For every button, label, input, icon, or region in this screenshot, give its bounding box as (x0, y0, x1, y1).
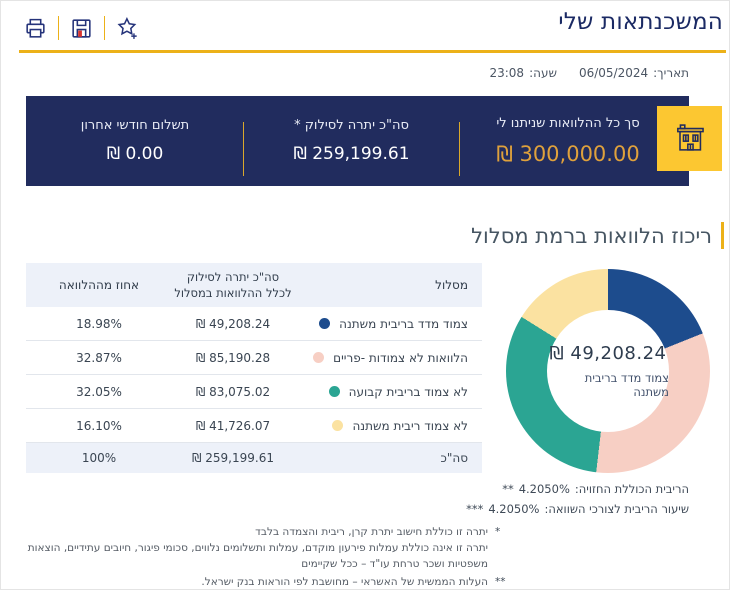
time-label: שעה: (529, 66, 557, 80)
track-label: צמוד מדד בריבית משתנה (339, 316, 468, 331)
rate-marker: *** (466, 502, 484, 517)
date-row: תאריך: 06/05/2024 שעה: 23:08 (1, 53, 729, 80)
chart-column: ₪ 49,208.24 צמוד מדד בריבית משתנה (492, 263, 724, 473)
section-title-row: ריכוז הלוואות ברמת מסלול (1, 222, 724, 249)
rate-value: 4.2050% (488, 502, 540, 517)
track-dot (313, 352, 325, 364)
summary-item-label: סך כל ההלוואות שניתנו לי (496, 116, 640, 131)
printer-icon (23, 16, 48, 41)
summary-item-value: ₪ 259,199.61 (293, 144, 410, 164)
total-row: סה"כ ₪ 259,199.61 100% (26, 443, 482, 474)
date-field: תאריך: 06/05/2024 (579, 66, 689, 80)
track-cell: לא צמוד בריבית קבועה (308, 385, 468, 399)
table-row: צמוד מדד בריבית משתנה ₪ 49,208.24 18.98% (26, 307, 482, 342)
track-label: לא צמוד ריבית משתנה (352, 418, 468, 433)
track-dot (319, 318, 331, 330)
percent-value: 32.05% (76, 384, 122, 399)
total-amount: ₪ 259,199.61 (192, 451, 274, 466)
toolbar-separator (58, 16, 59, 40)
header-percent: אחוז מההלוואה (58, 278, 140, 293)
percent-value: 18.98% (76, 316, 122, 331)
summary-item-label: סה"כ יתרה לסילוק * (294, 118, 409, 133)
section-accent-bar (721, 222, 724, 249)
time-value: 23:08 (489, 66, 525, 80)
amount-value: ₪ 41,726.07 (195, 418, 271, 433)
summary-columns: סך כל ההלוואות שניתנו לי ₪ 300,000.00 סה… (26, 106, 689, 176)
header-balance: סה"כ יתרה לסילוק לכלל ההלוואות במסלול (158, 269, 308, 301)
footnote-text: העלות הממשית של האשראי – מחושבת לפי הורא… (201, 576, 488, 589)
footnote-marker: * (495, 526, 501, 539)
summary-item-balance: סה"כ יתרה לסילוק * ₪ 259,199.61 (277, 118, 427, 164)
summary-item-label: תשלום חודשי אחרון (80, 118, 190, 133)
star-plus-icon (115, 15, 141, 41)
donut-chart[interactable]: ₪ 49,208.24 צמוד מדד בריבית משתנה (506, 269, 710, 473)
page-title: המשכנתאות שלי (558, 9, 723, 35)
table-row: הלוואות לא צמודות -פריים ₪ 85,190.28 32.… (26, 341, 482, 376)
total-percent: 100% (81, 451, 117, 466)
header-balance-line1: סה"כ יתרה לסילוק (186, 270, 280, 284)
header-balance-line2: לכלל ההלוואות במסלול (174, 286, 292, 301)
track-dot (328, 386, 340, 398)
footnote-text: יתרה זו כוללת חישוב יתרת קרן, ריבית והצמ… (27, 526, 488, 570)
house-icon (670, 119, 710, 159)
summary-bar: סך כל ההלוואות שניתנו לי ₪ 300,000.00 סה… (26, 96, 722, 186)
amount-value: ₪ 49,208.24 (195, 316, 271, 331)
summary-item-last-payment: תשלום חודשי אחרון ₪ 0.00 (60, 118, 210, 164)
date-value: 06/05/2024 (578, 66, 649, 80)
footnote: ** העלות הממשית של האשראי – מחושבת לפי ה… (1, 575, 511, 589)
save-icon (69, 16, 94, 41)
content-row: ₪ 49,208.24 צמוד מדד בריבית משתנה מסלול … (26, 263, 724, 474)
track-label: הלוואות לא צמודות -פריים (333, 350, 468, 365)
percent-value: 16.10% (76, 418, 122, 433)
rate-line-projected: הריבית הכוללת החזויה: 4.2050% ** (1, 482, 689, 496)
rate-marker: ** (502, 482, 514, 497)
table-row: לא צמוד ריבית משתנה ₪ 41,726.07 16.10% (26, 409, 482, 444)
rate-label: שיעור הריבית לצורכי השוואה: (544, 502, 689, 517)
favorite-button[interactable] (113, 15, 143, 41)
donut-center: ₪ 49,208.24 צמוד מדד בריבית משתנה (547, 310, 669, 432)
table-header: מסלול סה"כ יתרה לסילוק לכלל ההלוואות במס… (26, 263, 482, 308)
amount-value: ₪ 83,075.02 (195, 384, 271, 399)
save-button[interactable] (67, 16, 96, 41)
summary-item-total-loans: סך כל ההלוואות שניתנו לי ₪ 300,000.00 (493, 116, 643, 166)
rate-line-comparison: שיעור הריבית לצורכי השוואה: 4.2050% *** (1, 502, 689, 516)
summary-item-value: ₪ 300,000.00 (496, 142, 640, 166)
header: המשכנתאות שלי (1, 1, 729, 41)
track-cell: לא צמוד ריבית משתנה (308, 419, 468, 433)
gold-divider-line (19, 50, 726, 53)
summary-item-value: ₪ 0.00 (106, 144, 164, 164)
toolbar-separator (104, 16, 105, 40)
footnotes: * יתרה זו כוללת חישוב יתרת קרן, ריבית וה… (1, 525, 511, 589)
time-field: שעה: 23:08 (489, 66, 557, 80)
date-label: תאריך: (653, 66, 689, 80)
donut-center-label: צמוד מדד בריבית משתנה (584, 371, 669, 399)
track-dot (332, 420, 344, 432)
house-icon-box (657, 106, 722, 171)
toolbar (21, 15, 143, 41)
rate-value: 4.2050% (518, 482, 570, 497)
loans-table: מסלול סה"כ יתרה לסילוק לכלל ההלוואות במס… (26, 263, 482, 474)
amount-value: ₪ 85,190.28 (195, 350, 271, 365)
table-row: לא צמוד בריבית קבועה ₪ 83,075.02 32.05% (26, 375, 482, 410)
summary-divider (242, 122, 244, 176)
track-label: לא צמוד בריבית קבועה (348, 384, 468, 399)
track-cell: הלוואות לא צמודות -פריים (308, 351, 468, 365)
summary-divider (459, 122, 461, 176)
section-title: ריכוז הלוואות ברמת מסלול (471, 223, 712, 248)
rates-notes: הריבית הכוללת החזויה: 4.2050% ** שיעור ה… (1, 473, 729, 516)
rate-label: הריבית הכוללת החזויה: (574, 482, 689, 497)
print-button[interactable] (21, 16, 50, 41)
donut-center-amount: ₪ 49,208.24 (549, 343, 667, 364)
header-track: מסלול (435, 278, 468, 293)
table-column: מסלול סה"כ יתרה לסילוק לכלל ההלוואות במס… (26, 263, 482, 474)
footnote: * יתרה זו כוללת חישוב יתרת קרן, ריבית וה… (1, 525, 511, 572)
percent-value: 32.87% (76, 350, 122, 365)
footnote-marker: ** (495, 576, 506, 589)
total-label: סה"כ (440, 451, 469, 466)
track-cell: צמוד מדד בריבית משתנה (308, 317, 468, 331)
